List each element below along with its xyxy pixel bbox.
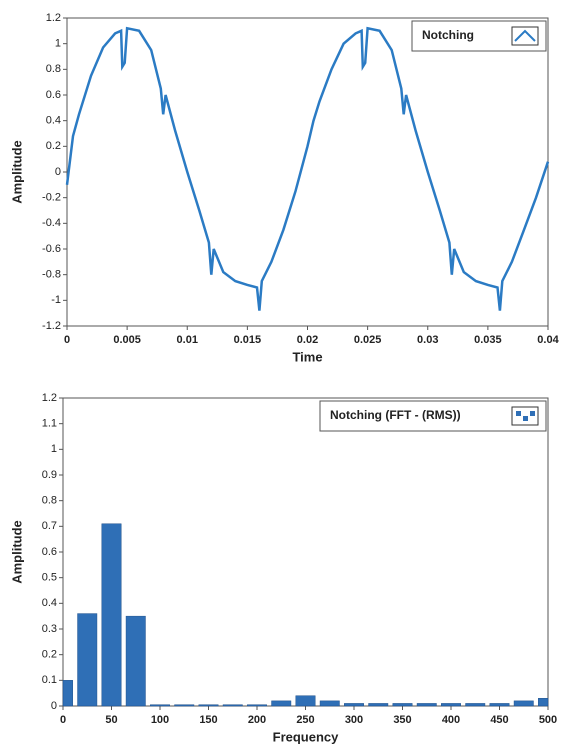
y-tick-label: 0.1 (42, 674, 57, 686)
bar (466, 703, 485, 706)
x-axis-title: Frequency (273, 729, 340, 744)
legend-label: Notching (FFT - (RMS)) (330, 408, 461, 422)
y-tick-label: 0.6 (46, 89, 61, 101)
y-tick-label: 1 (51, 443, 57, 455)
y-tick-label: 0.6 (42, 546, 57, 558)
y-tick-label: 0 (51, 700, 57, 712)
y-tick-label: 0.7 (42, 520, 57, 532)
chart: 1.210.80.60.40.20-0.2-0.4-0.6-0.8-1-1.20… (9, 12, 559, 365)
y-tick-label: -1.2 (42, 320, 61, 332)
x-axis-title: Time (292, 349, 322, 364)
y-tick-label: 0.8 (46, 63, 61, 75)
bar (369, 703, 388, 706)
y-tick-label: -0.8 (42, 269, 61, 281)
bar (199, 705, 218, 706)
x-tick-label: 150 (199, 714, 217, 726)
y-tick-label: 1 (55, 38, 61, 50)
x-tick-label: 400 (442, 714, 460, 726)
x-tick-label: 0.01 (177, 334, 198, 346)
x-tick-label: 450 (490, 714, 508, 726)
y-tick-label: -1 (51, 294, 61, 306)
y-tick-label: 1.1 (42, 418, 57, 430)
x-tick-label: 0.015 (234, 334, 262, 346)
x-tick-label: 100 (151, 714, 169, 726)
x-tick-label: 0.03 (417, 334, 438, 346)
y-tick-label: 0.2 (46, 140, 61, 152)
y-tick-label: 1.2 (46, 12, 61, 24)
legend-label: Notching (422, 28, 474, 42)
x-tick-label: 0.035 (474, 334, 502, 346)
y-tick-label: 1.2 (42, 392, 57, 404)
y-tick-label: 0.5 (42, 572, 57, 584)
bar (175, 705, 194, 706)
bar (247, 705, 266, 706)
page: 1.210.80.60.40.20-0.2-0.4-0.6-0.8-1-1.20… (0, 0, 561, 750)
y-axis-title: Amplitude (9, 520, 24, 584)
x-tick-label: 350 (393, 714, 411, 726)
y-tick-label: 0.9 (42, 469, 57, 481)
x-tick-label: 50 (105, 714, 117, 726)
y-tick-label: 0.4 (42, 597, 57, 609)
x-tick-label: 0.025 (354, 334, 382, 346)
x-tick-label: 0.005 (113, 334, 141, 346)
x-tick-label: 250 (296, 714, 314, 726)
bar (63, 680, 73, 706)
bar (417, 703, 436, 706)
x-tick-label: 0 (60, 714, 66, 726)
chart: 1.2 1.1 1 0.9 0.8 0.7 0.6 0.5 0.4 0.3 0.2 0.1 00 50 10… (9, 392, 557, 745)
bar (490, 703, 509, 706)
y-tick-label: -0.6 (42, 243, 61, 255)
y-tick-label: -0.4 (42, 217, 61, 229)
legend-icon (530, 411, 535, 416)
bar (150, 705, 169, 706)
bar (441, 703, 460, 706)
y-tick-label: 0.8 (42, 495, 57, 507)
y-tick-label: -0.2 (42, 192, 61, 204)
y-tick-label: 0.4 (46, 115, 61, 127)
bar (296, 696, 315, 706)
y-tick-label: 0 (55, 166, 61, 178)
legend-icon (523, 416, 528, 421)
x-tick-label: 0 (64, 334, 70, 346)
bar (320, 701, 339, 706)
bar (272, 701, 291, 706)
bar (223, 705, 242, 706)
bar (538, 698, 548, 706)
bar (514, 701, 533, 706)
bar (102, 524, 121, 706)
x-tick-label: 300 (345, 714, 363, 726)
bar (344, 703, 363, 706)
bar (78, 614, 97, 706)
x-tick-label: 0.04 (537, 334, 559, 346)
bar (393, 703, 412, 706)
bar (126, 616, 145, 706)
y-tick-label: 0.2 (42, 649, 57, 661)
legend-icon (516, 411, 521, 416)
x-tick-label: 500 (539, 714, 557, 726)
x-tick-label: 200 (248, 714, 266, 726)
y-axis-title: Amplitude (9, 140, 24, 204)
y-tick-label: 0.3 (42, 623, 57, 635)
x-tick-label: 0.02 (297, 334, 318, 346)
